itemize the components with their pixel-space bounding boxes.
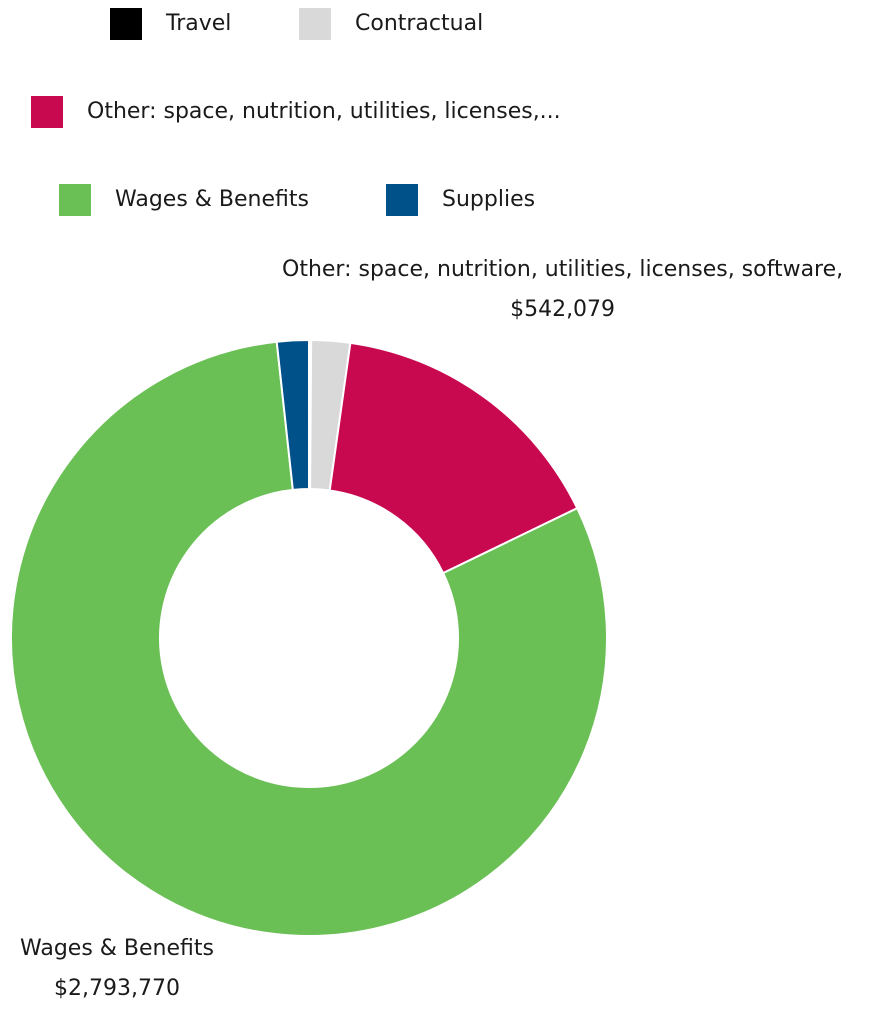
legend-item-supplies[interactable]: Supplies: [386, 184, 535, 216]
legend-item-travel[interactable]: Travel: [110, 8, 231, 40]
data-label-other-name: Other: space, nutrition, utilities, lice…: [282, 257, 844, 282]
legend-item-contractual[interactable]: Contractual: [299, 8, 483, 40]
legend-label-supplies: Supplies: [442, 187, 536, 212]
data-label-other: Other: space, nutrition, utilities, lice…: [282, 250, 843, 330]
legend-swatch-supplies: [386, 184, 418, 216]
slice-other[interactable]: [328, 341, 579, 575]
legend-swatch-other: [31, 96, 63, 128]
legend-label-other: Other: space, nutrition, utilities, lice…: [87, 99, 561, 124]
legend-swatch-contractual: [299, 8, 331, 40]
legend-swatch-travel: [110, 8, 142, 40]
data-label-wages-benefits-value: $2,793,770: [54, 976, 180, 1001]
slice-supplies[interactable]: [275, 338, 310, 491]
legend-swatch-wages-benefits: [59, 184, 91, 216]
data-label-wages-benefits-name: Wages & Benefits: [20, 936, 214, 961]
legend-label-contractual: Contractual: [355, 11, 484, 36]
data-label-other-value: $542,079: [510, 297, 616, 322]
legend-label-travel: Travel: [166, 11, 232, 36]
legend-label-wages-benefits: Wages & Benefits: [115, 187, 309, 212]
legend-item-other[interactable]: Other: space, nutrition, utilities, lice…: [31, 96, 561, 128]
data-label-wages-benefits: Wages & Benefits $2,793,770: [20, 929, 214, 1009]
legend-item-wages-benefits[interactable]: Wages & Benefits: [59, 184, 309, 216]
slice-wages-benefits[interactable]: [10, 340, 608, 937]
